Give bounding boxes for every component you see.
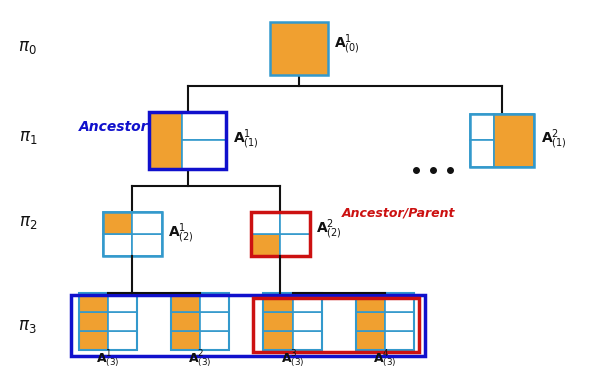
Text: $\mathbf{A}^{1}_{(2)}$: $\mathbf{A}^{1}_{(2)}$ bbox=[168, 222, 193, 246]
Bar bbox=[356, 331, 385, 350]
Bar bbox=[108, 331, 137, 350]
Bar bbox=[385, 293, 414, 312]
Text: $\mathbf{A}^{2}_{(3)}$: $\mathbf{A}^{2}_{(3)}$ bbox=[188, 349, 212, 370]
Bar bbox=[79, 331, 108, 350]
Bar bbox=[293, 331, 322, 350]
Bar bbox=[182, 140, 227, 168]
Bar bbox=[264, 293, 322, 350]
Bar bbox=[356, 293, 385, 312]
Bar bbox=[293, 293, 322, 312]
Bar bbox=[200, 293, 230, 312]
Bar bbox=[103, 211, 132, 234]
Bar bbox=[150, 112, 182, 168]
Bar bbox=[385, 312, 414, 331]
Bar bbox=[103, 211, 161, 257]
Text: $\pi_1$: $\pi_1$ bbox=[18, 128, 37, 145]
Bar bbox=[171, 331, 200, 350]
Bar bbox=[356, 312, 385, 331]
Bar bbox=[108, 293, 137, 312]
Text: $\pi_0$: $\pi_0$ bbox=[18, 38, 37, 56]
Bar bbox=[79, 312, 108, 331]
Text: $\mathbf{A}^{2}_{(2)}$: $\mathbf{A}^{2}_{(2)}$ bbox=[316, 218, 341, 242]
Bar bbox=[280, 211, 310, 234]
Bar bbox=[470, 114, 494, 140]
Bar bbox=[200, 312, 230, 331]
Bar bbox=[385, 331, 414, 350]
Bar bbox=[132, 211, 161, 234]
Text: $\mathbf{A}^{1}_{(0)}$: $\mathbf{A}^{1}_{(0)}$ bbox=[334, 33, 360, 57]
Bar bbox=[251, 234, 280, 257]
Bar bbox=[356, 293, 414, 350]
Bar bbox=[103, 234, 132, 257]
Bar bbox=[494, 114, 534, 167]
Bar bbox=[79, 293, 108, 312]
Text: $\pi_3$: $\pi_3$ bbox=[18, 317, 37, 335]
Bar bbox=[108, 312, 137, 331]
Bar bbox=[200, 331, 230, 350]
Bar bbox=[251, 211, 310, 257]
Text: $\mathbf{A}^{1}_{(1)}$: $\mathbf{A}^{1}_{(1)}$ bbox=[233, 128, 258, 152]
Text: $\mathbf{A}^{2}_{(1)}$: $\mathbf{A}^{2}_{(1)}$ bbox=[541, 128, 566, 152]
Bar bbox=[293, 312, 322, 331]
Bar bbox=[171, 293, 200, 312]
Bar bbox=[270, 22, 328, 75]
Bar bbox=[79, 293, 137, 350]
Bar bbox=[171, 312, 200, 331]
Bar bbox=[280, 234, 310, 257]
Text: $\mathbf{A}^{4}_{(3)}$: $\mathbf{A}^{4}_{(3)}$ bbox=[373, 349, 397, 370]
Bar bbox=[264, 312, 293, 331]
Bar bbox=[264, 331, 293, 350]
Bar bbox=[470, 140, 494, 167]
Bar bbox=[253, 298, 419, 352]
Bar bbox=[264, 293, 293, 312]
Text: $\pi_2$: $\pi_2$ bbox=[18, 213, 37, 231]
Bar bbox=[150, 112, 227, 168]
Bar bbox=[182, 112, 227, 140]
Text: Ancestor: Ancestor bbox=[79, 120, 148, 134]
Bar bbox=[132, 234, 161, 257]
Text: $\mathbf{A}^{3}_{(3)}$: $\mathbf{A}^{3}_{(3)}$ bbox=[281, 349, 304, 370]
Text: $\mathbf{A}^{1}_{(3)}$: $\mathbf{A}^{1}_{(3)}$ bbox=[96, 349, 120, 370]
Bar bbox=[171, 293, 230, 350]
Bar bbox=[470, 114, 535, 167]
Bar bbox=[71, 295, 425, 356]
Bar bbox=[251, 211, 280, 234]
Text: Ancestor/Parent: Ancestor/Parent bbox=[342, 206, 455, 219]
